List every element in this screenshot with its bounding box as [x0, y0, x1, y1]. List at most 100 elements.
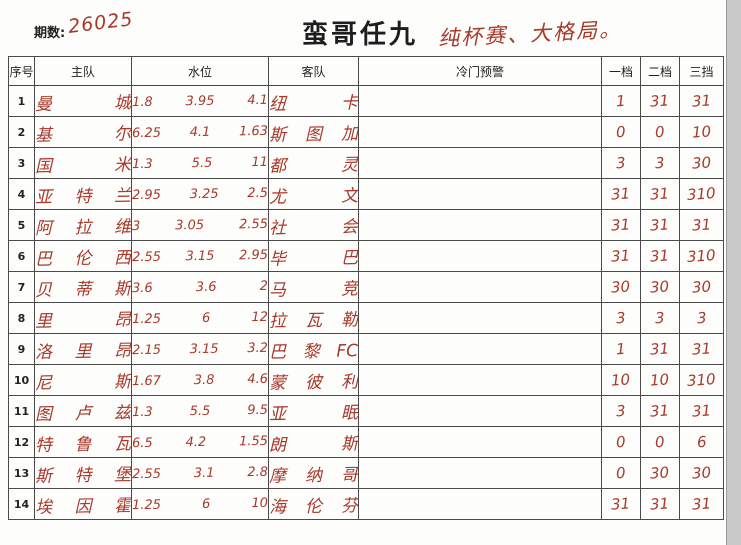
tier3-pick-cell: 30 [679, 147, 724, 179]
away-team-cell: 海伦芬 [268, 488, 359, 520]
tier3-pick-cell: 31 [679, 395, 724, 427]
odds-draw: 3.05 [175, 217, 205, 233]
away-team-name: 巴黎FC [268, 340, 359, 363]
header-upset-warning: 冷门预警 [358, 56, 602, 86]
tier1-pick-cell: 30 [601, 271, 641, 303]
tier3-pick-cell: 6 [679, 426, 724, 458]
home-team-cell: 阿拉维 [34, 209, 132, 241]
header-tier2: 二档 [640, 56, 680, 86]
odds-draw: 4.2 [185, 434, 207, 450]
row-number: 3 [8, 147, 35, 179]
home-team-cell: 曼城 [34, 85, 132, 117]
odds-cell: 3 3.05 2.55 [131, 209, 269, 241]
prediction-table: 序号 主队 水位 客队 冷门预警 一档 二档 三挡 1 曼城 1.8 3.95 … [8, 56, 724, 520]
away-team-cell: 社会 [268, 209, 359, 241]
odds-home-win: 1.67 [131, 373, 162, 389]
tier2-pick-cell: 0 [640, 116, 680, 148]
tier2-pick-cell: 30 [640, 457, 680, 489]
tier3-pick: 10 [691, 122, 712, 142]
odds-draw: 3.6 [195, 279, 217, 295]
away-team-name: 毕巴 [268, 247, 359, 270]
home-team-name: 基尔 [34, 123, 132, 146]
odds-cell: 2.15 3.15 3.2 [131, 333, 269, 365]
tier2-pick: 30 [649, 463, 671, 483]
tier1-pick-cell: 1 [601, 333, 641, 365]
odds-away-win: 3.2 [247, 340, 269, 356]
odds-home-win: 2.55 [131, 466, 162, 482]
upset-warning-cell [358, 302, 602, 334]
odds-away-win: 1.55 [238, 433, 269, 449]
tier2-pick-cell: 30 [640, 271, 680, 303]
home-team-cell: 洛里昂 [34, 333, 132, 365]
tier2-pick: 0 [654, 122, 666, 142]
home-team-name: 里昂 [34, 309, 132, 332]
tier2-pick-cell: 31 [640, 178, 680, 210]
odds-draw: 6 [201, 310, 211, 326]
upset-warning-cell [358, 116, 602, 148]
odds-home-win: 2.55 [131, 249, 162, 265]
odds-away-win: 2.95 [238, 247, 269, 263]
home-team-name: 亚特兰 [34, 185, 132, 208]
odds-draw: 3.8 [193, 372, 215, 388]
tier1-pick-cell: 0 [601, 457, 641, 489]
row-number: 13 [8, 457, 35, 489]
odds-away-win: 2.5 [247, 185, 269, 201]
home-team-name: 特鲁瓦 [34, 433, 132, 456]
row-number: 8 [8, 302, 35, 334]
odds-cell: 2.55 3.15 2.95 [131, 240, 269, 272]
table-row: 9 洛里昂 2.15 3.15 3.2 巴黎FC 1 31 31 [8, 333, 724, 365]
tier3-pick: 31 [691, 339, 712, 359]
home-team-cell: 埃因霍 [34, 488, 132, 520]
row-number: 14 [8, 488, 35, 520]
odds-home-win: 2.15 [131, 342, 162, 358]
tier2-pick-cell: 10 [640, 364, 680, 396]
away-team-cell: 斯图加 [268, 116, 359, 148]
tier1-pick: 31 [610, 184, 632, 204]
tier2-pick: 31 [649, 401, 671, 421]
tier3-pick: 30 [691, 463, 712, 483]
issue-number-label: 期数: [34, 26, 66, 41]
odds-cell: 6.25 4.1 1.63 [131, 116, 269, 148]
tier3-pick: 30 [691, 277, 712, 297]
away-team-cell: 蒙彼利 [268, 364, 359, 396]
odds-draw: 3.95 [185, 93, 215, 109]
odds-home-win: 2.95 [131, 187, 162, 203]
tier1-pick: 0 [615, 122, 627, 142]
home-team-cell: 亚特兰 [34, 178, 132, 210]
home-team-cell: 贝蒂斯 [34, 271, 132, 303]
odds-cell: 1.25 6 12 [131, 302, 269, 334]
scan-edge-shadow [726, 0, 741, 545]
tier2-pick-cell: 3 [640, 147, 680, 179]
issue-number-value: 26025 [66, 8, 135, 38]
away-team-name: 斯图加 [268, 123, 359, 146]
tier3-pick: 310 [686, 184, 717, 204]
odds-cell: 1.3 5.5 9.5 [131, 395, 269, 427]
odds-away-win: 10 [251, 495, 269, 511]
odds-draw: 6 [201, 496, 211, 512]
upset-warning-cell [358, 426, 602, 458]
row-number: 10 [8, 364, 35, 396]
tier3-pick-cell: 30 [679, 271, 724, 303]
tier3-pick: 310 [686, 370, 717, 390]
away-team-name: 纽卡 [268, 92, 359, 115]
odds-home-win: 1.3 [131, 156, 153, 172]
tier3-pick-cell: 31 [679, 333, 724, 365]
tier2-pick-cell: 31 [640, 209, 680, 241]
home-team-cell: 图卢兹 [34, 395, 132, 427]
tier3-pick: 31 [691, 401, 712, 421]
home-team-name: 阿拉维 [34, 216, 132, 239]
table-row: 3 国米 1.3 5.5 11 都灵 3 3 30 [8, 147, 724, 179]
odds-cell: 3.6 3.6 2 [131, 271, 269, 303]
odds-cell: 6.5 4.2 1.55 [131, 426, 269, 458]
tier2-pick: 31 [649, 91, 671, 111]
tier1-pick-cell: 3 [601, 395, 641, 427]
odds-away-win: 2 [259, 278, 269, 294]
header-away-team: 客队 [268, 56, 359, 86]
odds-cell: 2.95 3.25 2.5 [131, 178, 269, 210]
row-number: 5 [8, 209, 35, 241]
odds-draw: 3.1 [193, 465, 215, 481]
tier2-pick-cell: 31 [640, 85, 680, 117]
odds-away-win: 2.55 [238, 216, 269, 232]
row-number: 11 [8, 395, 35, 427]
tier2-pick-cell: 31 [640, 488, 680, 520]
